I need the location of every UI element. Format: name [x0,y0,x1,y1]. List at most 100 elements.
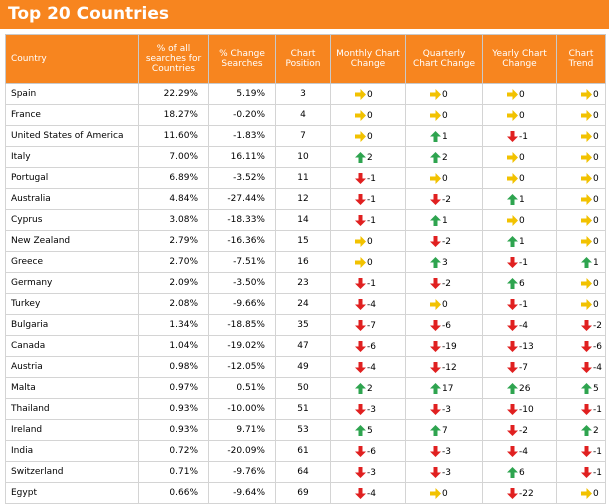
trend-arrow [581,235,592,247]
change-value: 1 [519,194,525,205]
change-value: 0 [593,194,599,205]
trend-arrow [507,193,518,205]
table-row: Cyprus 3.08% -18.33% 14 -1 1 0 0 [5,209,606,231]
table-row: Canada 1.04% -19.02% 47 -6 -19 -13 -6 [5,335,606,357]
change-value: 0 [442,488,448,499]
change-value: 1 [519,236,525,247]
change-cell: 0 [556,167,606,189]
change-value: -1 [367,173,376,184]
change-cell: 2 [556,419,606,441]
trend-arrow [430,487,441,499]
cell-value: -12.05% [208,356,276,378]
trend-arrow [507,487,518,499]
change-value: -10 [519,404,534,415]
change-cell: 0 [330,125,406,147]
change-value: 0 [519,152,525,163]
cell-value: 0.98% [138,356,209,378]
trend-arrow [581,466,592,478]
change-cell: -7 [330,314,406,336]
cell-value: 50 [275,377,331,399]
change-cell: -2 [405,188,483,210]
trend-arrow [430,424,441,436]
cell-value: 6.89% [138,167,209,189]
change-value: 0 [593,152,599,163]
cell-value: 0.97% [138,377,209,399]
column-header: Monthly Chart Change [330,34,406,84]
trend-arrow [507,256,518,268]
change-value: 0 [519,110,525,121]
change-cell: 0 [330,104,406,126]
change-cell: 0 [556,230,606,252]
change-value: 5 [593,383,599,394]
trend-arrow [355,424,366,436]
change-value: 26 [519,383,531,394]
cell-value: 15 [275,230,331,252]
country-name: France [5,104,139,126]
change-cell: -6 [405,314,483,336]
change-cell: 0 [556,83,606,105]
change-value: -6 [593,341,602,352]
change-cell: -2 [405,272,483,294]
change-value: 2 [442,152,448,163]
change-value: -13 [519,341,534,352]
table-body: Spain 22.29% 5.19% 3 0 0 0 0 France 18.27% -0.20% 4… [5,83,606,504]
table-row: Italy 7.00% 16.11% 10 2 2 0 0 [5,146,606,168]
cell-value: 9.71% [208,419,276,441]
trend-arrow [581,298,592,310]
country-name: Malta [5,377,139,399]
change-cell: 0 [330,230,406,252]
cell-value: -3.50% [208,272,276,294]
table-row: Greece 2.70% -7.51% 16 0 3 -1 1 [5,251,606,273]
change-value: 1 [442,131,448,142]
change-value: 0 [367,236,373,247]
change-cell: 0 [405,104,483,126]
change-cell: -3 [405,398,483,420]
column-header: Chart Trend [556,34,606,84]
table-row: Thailand 0.93% -10.00% 51 -3 -3 -10 -1 [5,398,606,420]
change-cell: 5 [556,377,606,399]
change-value: 0 [519,173,525,184]
change-value: 5 [367,425,373,436]
cell-value: 0.93% [138,398,209,420]
cell-value: -18.85% [208,314,276,336]
change-value: 0 [593,299,599,310]
cell-value: -20.09% [208,440,276,462]
trend-arrow [430,256,441,268]
header-row: Country% of all searches for Countries% … [5,34,606,84]
cell-value: -10.00% [208,398,276,420]
cell-value: -16.36% [208,230,276,252]
cell-value: -1.83% [208,125,276,147]
change-value: -2 [442,278,451,289]
cell-value: 35 [275,314,331,336]
trend-arrow [430,298,441,310]
cell-value: 23 [275,272,331,294]
change-cell: 0 [482,104,557,126]
change-value: 0 [367,257,373,268]
change-cell: -10 [482,398,557,420]
change-cell: 0 [556,188,606,210]
trend-arrow [581,361,592,373]
country-name: Austria [5,356,139,378]
country-name: Italy [5,146,139,168]
trend-arrow [507,172,518,184]
trend-arrow [355,361,366,373]
cell-value: 0.66% [138,482,209,504]
change-cell: 26 [482,377,557,399]
cell-value: 3.08% [138,209,209,231]
change-cell: 2 [330,146,406,168]
change-value: 2 [367,383,373,394]
change-cell: 0 [556,125,606,147]
change-value: -4 [367,488,376,499]
country-name: Portugal [5,167,139,189]
trend-arrow [430,130,441,142]
trend-arrow [430,172,441,184]
change-value: -3 [367,404,376,415]
change-value: 0 [367,131,373,142]
change-cell: -4 [330,356,406,378]
change-value: 0 [593,110,599,121]
table-row: Germany 2.09% -3.50% 23 -1 -2 6 0 [5,272,606,294]
trend-arrow [581,172,592,184]
column-header: Chart Position [275,34,331,84]
country-name: Turkey [5,293,139,315]
change-cell: 2 [405,146,483,168]
